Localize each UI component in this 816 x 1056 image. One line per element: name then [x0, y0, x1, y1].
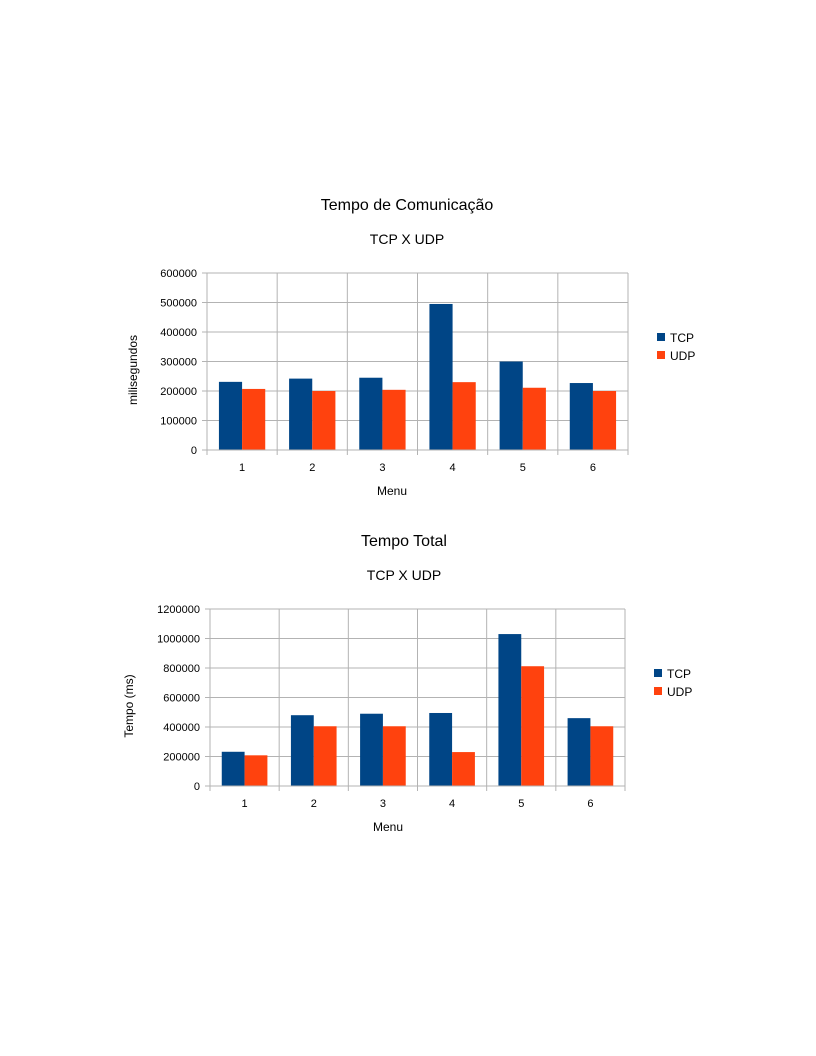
chart-subtitle: TCP X UDP	[370, 231, 444, 247]
y-tick-label: 600000	[163, 693, 200, 705]
y-tick-label: 1000000	[157, 634, 200, 646]
chart-tempo-total: Tempo Total TCP X UDP 0 200000 400000 60000…	[122, 533, 692, 834]
bar-tcp	[429, 712, 453, 786]
legend: TCP UDP	[657, 331, 695, 363]
bar-tcp	[569, 383, 593, 450]
plot-area: 0 100000 200000 300000 400000 500000 600000 1 2 3…	[160, 268, 629, 474]
y-tick-label: 400000	[163, 722, 200, 734]
bar-tcp	[499, 361, 523, 450]
x-tick-label: 2	[311, 798, 317, 810]
legend-swatch-tcp	[654, 669, 662, 677]
chart-title: Tempo Total	[361, 533, 447, 550]
x-tick-label: 5	[520, 462, 526, 474]
x-axis-label: Menu	[377, 484, 407, 498]
y-tick-label: 300000	[160, 357, 197, 369]
y-axis-label: milisegundos	[126, 335, 140, 405]
legend: TCP UDP	[654, 667, 692, 699]
legend-label-udp: UDP	[670, 349, 695, 363]
legend-swatch-udp	[657, 351, 665, 359]
x-tick-label: 4	[450, 462, 456, 474]
bar-tcp	[218, 381, 243, 450]
x-tick-label: 5	[518, 798, 524, 810]
bar-tcp	[498, 634, 522, 786]
y-tick-label: 1200000	[157, 604, 200, 616]
x-tick-label: 1	[242, 798, 248, 810]
legend-label-udp: UDP	[667, 685, 692, 699]
chart-title: Tempo de Comunicação	[321, 197, 494, 214]
legend-swatch-tcp	[657, 333, 665, 341]
bar-tcp	[360, 713, 383, 786]
y-tick-label: 200000	[163, 752, 200, 764]
y-tick-label: 100000	[160, 416, 197, 428]
x-axis-label: Menu	[373, 820, 403, 834]
bar-tcp	[567, 718, 591, 786]
y-tick-label: 400000	[160, 327, 197, 339]
legend-label-tcp: TCP	[667, 667, 691, 681]
y-tick-label: 500000	[160, 298, 197, 310]
x-tick-label: 3	[380, 798, 386, 810]
bar-tcp	[429, 303, 453, 450]
bar-udp	[244, 755, 268, 786]
bar-udp	[522, 387, 546, 450]
x-tick-label: 1	[239, 462, 245, 474]
bar-udp	[452, 752, 475, 786]
x-tick-label: 6	[590, 462, 596, 474]
bar-tcp	[290, 715, 314, 786]
legend-label-tcp: TCP	[670, 331, 694, 345]
x-tick-label: 6	[587, 798, 593, 810]
bar-udp	[313, 726, 337, 786]
bar-udp	[382, 726, 406, 786]
bar-udp	[242, 388, 266, 450]
legend-swatch-udp	[654, 687, 662, 695]
y-tick-label: 0	[194, 781, 200, 793]
y-tick-label: 800000	[163, 663, 200, 675]
x-tick-label: 3	[379, 462, 385, 474]
plot-area: 0 200000 400000 600000 800000 1000000 1200000 1…	[157, 604, 626, 810]
bar-udp	[382, 389, 406, 450]
y-tick-label: 200000	[160, 386, 197, 398]
bar-udp	[592, 391, 617, 450]
y-tick-label: 0	[191, 445, 197, 457]
chart-subtitle: TCP X UDP	[367, 567, 441, 583]
bar-udp	[312, 391, 336, 450]
bar-udp	[590, 726, 614, 786]
bar-tcp	[359, 377, 383, 450]
y-axis-label: Tempo (ms)	[122, 674, 136, 737]
bar-tcp	[221, 751, 245, 786]
x-tick-label: 4	[449, 798, 455, 810]
y-tick-label: 600000	[160, 268, 197, 280]
chart-tempo-comunicacao: Tempo de Comunicação TCP X UDP 0 100000 20…	[126, 197, 695, 498]
bar-tcp	[289, 378, 313, 450]
bar-udp	[452, 382, 476, 450]
bar-udp	[521, 666, 545, 786]
x-tick-label: 2	[309, 462, 315, 474]
